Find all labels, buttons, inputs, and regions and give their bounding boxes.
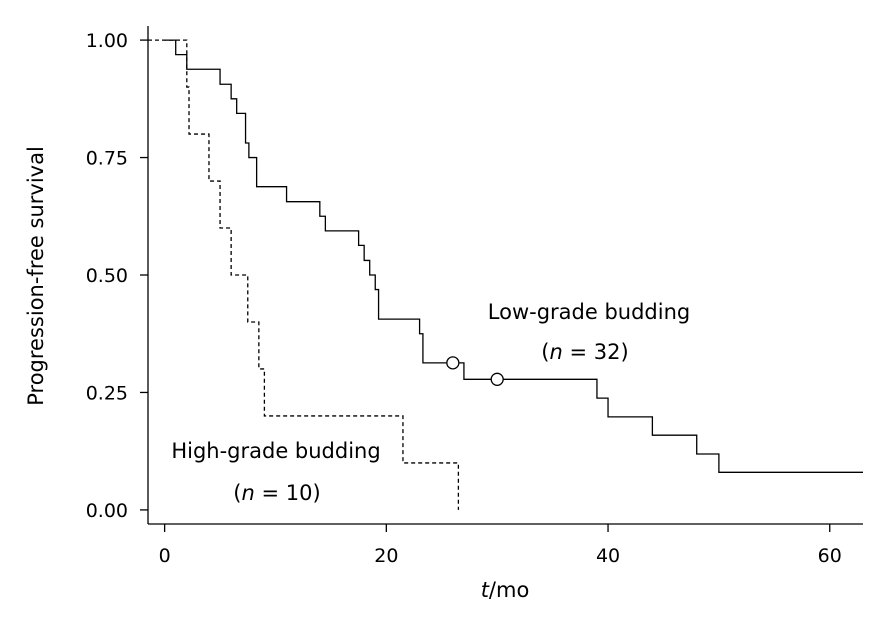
low-grade-label: Low-grade budding <box>488 300 690 324</box>
y-tick-label: 0.50 <box>86 265 128 287</box>
y-axis-title: Progression-free survival <box>24 146 48 406</box>
y-tick-label: 1.00 <box>86 30 128 52</box>
x-axis-title-unit: /mo <box>489 578 529 602</box>
x-tick-label: 0 <box>159 545 171 567</box>
high-grade-n-label: (n = 10) <box>233 481 320 505</box>
y-tick-label: 0.00 <box>86 500 128 522</box>
x-axis-title: t/mo <box>481 578 530 602</box>
low-grade-survival-curve <box>164 39 863 473</box>
low-grade-n-var: n <box>550 340 563 364</box>
low-grade-n-label: (n = 32) <box>541 340 628 364</box>
x-tick-label: 60 <box>818 545 842 567</box>
high-grade-label: High-grade budding <box>171 439 380 463</box>
high-grade-n-eq: = 10 <box>255 481 313 505</box>
y-tick-label: 0.75 <box>86 148 128 170</box>
censored-marker <box>490 372 504 386</box>
y-tick-label: 0.25 <box>86 382 128 404</box>
x-tick-label: 20 <box>374 545 398 567</box>
high-grade-n-var: n <box>242 481 255 505</box>
low-grade-n-eq: = 32 <box>563 340 621 364</box>
series-layer <box>148 39 863 510</box>
high-grade-survival-curve <box>148 39 460 510</box>
x-tick-label: 40 <box>596 545 620 567</box>
censored-marker <box>446 356 460 370</box>
x-ticks: 0 20 40 60 <box>159 524 842 567</box>
x-axis-title-variable: t <box>481 578 490 602</box>
y-ticks: 0.00 0.25 0.50 0.75 1.00 <box>86 30 148 522</box>
